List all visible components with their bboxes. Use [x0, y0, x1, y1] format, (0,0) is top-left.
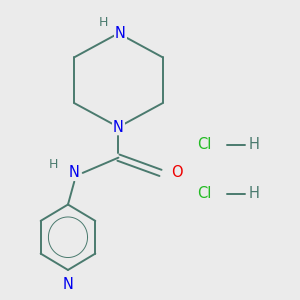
Text: Cl: Cl	[197, 186, 212, 201]
Text: H: H	[49, 158, 58, 171]
Text: H: H	[249, 137, 260, 152]
Text: N: N	[115, 26, 126, 41]
Text: N: N	[62, 277, 74, 292]
Text: N: N	[113, 120, 124, 135]
Text: H: H	[99, 16, 108, 29]
Text: Cl: Cl	[197, 137, 212, 152]
Text: N: N	[69, 165, 80, 180]
Text: O: O	[172, 165, 183, 180]
Text: H: H	[249, 186, 260, 201]
